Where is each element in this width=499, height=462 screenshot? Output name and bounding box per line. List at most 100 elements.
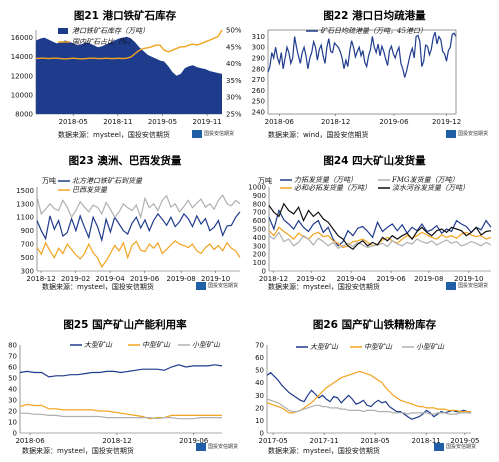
series-line-1 <box>36 240 241 269</box>
source-26: 数据来源：mysteel，国投安信期货 <box>268 447 380 455</box>
y2-tick-label: 25% <box>226 111 242 119</box>
logo-icon <box>196 443 206 451</box>
logo-text: 国投安信期货 <box>458 130 489 137</box>
series-line-0 <box>36 211 241 243</box>
chart-title-22: 图22 港口日均疏港量 <box>323 10 426 22</box>
y-tick-label: 70 <box>255 342 264 350</box>
y-tick-label: 40 <box>255 379 264 387</box>
y-tick-label: 270 <box>252 76 265 84</box>
y-tick-label: 250 <box>252 98 265 106</box>
logo-23: 国投安信期货 <box>196 282 238 290</box>
source-24: 数据来源：mysteel，国投安信期货 <box>268 283 380 291</box>
y-tick-label: 0 <box>260 430 264 438</box>
series-line-0 <box>266 371 472 420</box>
legend-label: 小型矿山 <box>416 343 445 351</box>
y2-tick-label: 40% <box>226 60 242 68</box>
y2-tick-label: 35% <box>226 77 242 85</box>
y-tick-label: 1300 <box>16 200 34 208</box>
series-line-0 <box>268 208 492 247</box>
chart-panel-24: 图24 四大矿山发货量 万吨 0 100 200 300 400 500 600 700 800… <box>248 150 499 300</box>
y-tick-label: 500 <box>253 226 266 234</box>
series-area-0 <box>36 36 222 115</box>
series-line-0 <box>267 31 457 78</box>
chart-panel-25: 图25 国产矿山产能利用率 0 10 20 30 40 50 60 70 80 2018-06 20… <box>0 300 250 462</box>
y-tick-label: 60 <box>8 364 17 372</box>
series-line-2 <box>36 193 241 220</box>
y-tick-label: 240 <box>252 108 265 116</box>
legend-label: 矿石日均疏港量（万吨，45港口） <box>320 27 427 35</box>
x-tick-label: 2018-12 <box>259 275 288 283</box>
y-tick-label: 260 <box>252 87 265 95</box>
legend-label: 巴西发货量 <box>72 186 108 194</box>
logo-21: 国投安信期货 <box>192 130 234 138</box>
y-tick-label: 10 <box>255 417 264 425</box>
y2-tick-label: 50% <box>226 27 242 35</box>
chart-panel-21: 图21 港口铁矿石库存 8000 10000 12000 14000 16000 25% 3… <box>0 0 250 150</box>
logo-text: 国投安信期货 <box>204 130 235 137</box>
legend-swatch <box>58 28 68 34</box>
y-tick-label: 50 <box>8 375 17 383</box>
source-25: 数据来源：mysteel，国投安信期货 <box>22 447 134 455</box>
legend-label: 大型矿山 <box>310 343 339 351</box>
y-tick-label: 300 <box>253 242 266 250</box>
y-tick-label: 0 <box>262 268 266 276</box>
y-tick-label: 900 <box>253 192 266 200</box>
chart-22: 240 250 260 270 280 290 300 310 2018-06 2018-12 20… <box>252 27 462 126</box>
y-tick-label: 8000 <box>15 111 33 119</box>
x-tick-label: 2019-06 <box>379 118 409 126</box>
y-tick-label: 10000 <box>11 91 33 99</box>
y-tick-label: 20 <box>255 404 264 412</box>
legend-label: 中型矿山 <box>142 341 171 349</box>
y-tick-label: 700 <box>21 241 34 249</box>
x-tick-label: 2019-04 <box>95 275 125 283</box>
unit-23: 万吨 <box>42 177 56 185</box>
y-tick-label: 14000 <box>11 53 33 61</box>
y-tick-label: 400 <box>253 234 266 242</box>
legend-label: 国内矿石占比（%） <box>72 38 135 46</box>
chart-panel-26: 图26 国产矿山铁精粉库存 0 10 20 30 40 50 60 70 2017-05 2017… <box>250 300 499 462</box>
y-tick-label: 20 <box>8 408 17 416</box>
chart-panel-22: 图22 港口日均疏港量 240 250 260 270 280 290 300 310 2018… <box>250 0 499 150</box>
logo-icon <box>196 282 206 290</box>
x-tick-label: 2017-11 <box>309 437 338 445</box>
x-tick-label: 2018-06 <box>265 118 295 126</box>
y-tick-label: 500 <box>21 254 34 262</box>
logo-icon <box>192 130 202 138</box>
y-tick-label: 80 <box>8 342 17 350</box>
logo-26: 国投安信期货 <box>434 443 476 451</box>
x-tick-label: 2019-06 <box>130 275 160 283</box>
y-tick-label: 1000 <box>248 184 266 192</box>
source-21: 数据来源：mysteel，国投安信期货 <box>58 131 170 139</box>
legend-label: 大型矿山 <box>84 341 113 349</box>
logo-24: 国投安信期货 <box>446 282 488 290</box>
y-tick-label: 800 <box>253 200 266 208</box>
x-tick-label: 2018-11 <box>411 437 440 445</box>
x-tick-label: 2017-05 <box>258 437 287 445</box>
legend-label: 淡水河谷发货量（万吨） <box>392 184 469 192</box>
y2-tick-label: 45% <box>226 43 242 51</box>
source-23: 数据来源：mysteel，国投安信期货 <box>42 283 154 291</box>
legend-label: 必和必拓发货量（万吨） <box>294 184 371 192</box>
y-tick-label: 290 <box>252 55 265 63</box>
chart-title-21: 图21 港口铁矿石库存 <box>73 10 177 22</box>
x-tick-label: 2019-02 <box>61 275 90 283</box>
y-tick-label: 30 <box>255 392 264 400</box>
legend-label: FMG发货量（万吨） <box>391 176 459 184</box>
series-line-2 <box>266 398 471 415</box>
x-tick-label: 2019-06 <box>376 275 406 283</box>
series-line-2 <box>268 231 492 250</box>
series-line-0 <box>19 364 223 378</box>
x-tick-label: 2019-10 <box>454 275 483 283</box>
y-tick-label: 60 <box>255 354 264 362</box>
x-tick-label: 2019-04 <box>337 275 367 283</box>
x-tick-label: 2018-12 <box>102 437 131 445</box>
x-tick-label: 2019-10 <box>201 275 230 283</box>
logo-text: 国投安信期货 <box>458 282 489 289</box>
y-tick-label: 700 <box>253 209 266 217</box>
logo-icon <box>446 282 456 290</box>
chart-title-24: 图24 四大矿山发货量 <box>323 155 426 167</box>
chart-title-25: 图25 国产矿山产能利用率 <box>63 319 187 331</box>
unit-24: 万吨 <box>258 177 272 185</box>
y-tick-label: 70 <box>8 353 17 361</box>
